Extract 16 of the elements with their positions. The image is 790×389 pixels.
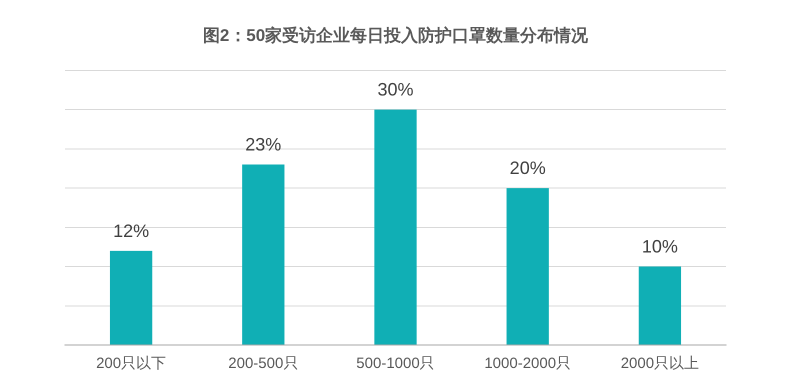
x-tick-label: 200只以下 bbox=[96, 355, 166, 372]
x-tick-label: 2000只以上 bbox=[620, 355, 700, 372]
data-label: 20% bbox=[510, 158, 546, 178]
x-tick-label: 1000-2000只 bbox=[484, 355, 572, 372]
data-label: 10% bbox=[642, 236, 678, 257]
bar bbox=[110, 250, 152, 344]
x-tick-label: 200-500只 bbox=[228, 355, 298, 372]
bar bbox=[506, 188, 549, 344]
data-label: 12% bbox=[113, 220, 150, 241]
data-label: 30% bbox=[377, 80, 414, 100]
data-label: 23% bbox=[245, 134, 282, 155]
chart-title: 图2：50家受访企业每日投入防护口罩数量分布情况 bbox=[202, 26, 590, 45]
bar bbox=[242, 164, 284, 344]
x-tick-label: 500-1000只 bbox=[356, 355, 435, 372]
bar bbox=[638, 266, 682, 344]
bar bbox=[374, 110, 417, 344]
